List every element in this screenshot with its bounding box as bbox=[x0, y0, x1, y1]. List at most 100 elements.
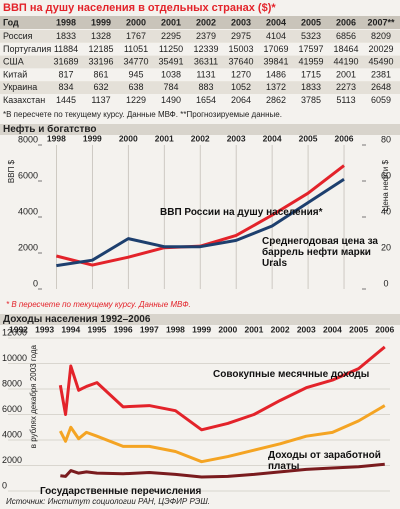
table-cell: 1490 bbox=[161, 95, 181, 105]
y-tick-label: 12000 bbox=[2, 327, 27, 337]
table-cell: 8209 bbox=[371, 31, 391, 41]
table-cell: 18464 bbox=[333, 44, 358, 54]
table-cell: 2862 bbox=[266, 95, 286, 105]
table-cell: 35491 bbox=[158, 57, 183, 67]
x-tick-label: 1998 bbox=[166, 324, 185, 334]
table-cell: 1038 bbox=[161, 69, 181, 79]
table-cell: Китай bbox=[3, 69, 27, 79]
x-tick-label: 2004 bbox=[323, 324, 342, 334]
section-header-bg bbox=[0, 314, 400, 325]
table-cell: 12339 bbox=[193, 44, 218, 54]
table-cell: 1229 bbox=[126, 95, 146, 105]
x-tick-label: 2002 bbox=[191, 133, 210, 143]
series-label: Среднегодовая цена за баррель нефти марк… bbox=[262, 236, 378, 269]
y2-tick-label: 0 bbox=[383, 278, 388, 288]
table-header-cell: 2000 bbox=[126, 17, 146, 27]
chart-note: * В пересчете по текущему курсу. Данные … bbox=[6, 300, 191, 309]
table-cell: 1654 bbox=[196, 95, 216, 105]
table-cell: 12185 bbox=[88, 44, 113, 54]
table-header-cell: 1999 bbox=[91, 17, 111, 27]
table-cell: 31689 bbox=[53, 57, 78, 67]
table-cell: Украина bbox=[3, 82, 37, 92]
title: ВВП на душу населения в отдельных страна… bbox=[3, 2, 276, 14]
table-cell: 41959 bbox=[298, 57, 323, 67]
table-cell: 4104 bbox=[266, 31, 286, 41]
series-label: Совокупные месячные доходы bbox=[213, 369, 370, 380]
y2-axis-label: Цена нефти $ bbox=[381, 159, 390, 211]
x-tick-label: 1996 bbox=[114, 324, 133, 334]
table-cell: 34770 bbox=[123, 57, 148, 67]
y-tick-label: 6000 bbox=[18, 170, 38, 180]
chart-note: Источник: Институт социологии РАН, ЦЭФИР… bbox=[6, 497, 210, 506]
y-axis-label: ВВП $ bbox=[7, 159, 16, 183]
section-header-bg bbox=[0, 124, 400, 135]
table-row-bg bbox=[0, 55, 400, 69]
x-tick-label: 2000 bbox=[218, 324, 237, 334]
x-tick-label: 2003 bbox=[227, 133, 246, 143]
table-cell: 883 bbox=[198, 82, 213, 92]
series-line bbox=[56, 177, 345, 268]
series-label: Государственные перечисления bbox=[40, 486, 202, 497]
table-cell: 1767 bbox=[126, 31, 146, 41]
table-cell: 11250 bbox=[159, 44, 183, 54]
table-cell: 784 bbox=[163, 82, 178, 92]
table-cell: 15003 bbox=[228, 44, 253, 54]
x-tick-label: 1993 bbox=[35, 324, 54, 334]
table-cell: 2975 bbox=[231, 31, 251, 41]
y-tick-label: 2000 bbox=[18, 242, 38, 252]
table-cell: 1715 bbox=[301, 69, 321, 79]
table-cell: 1486 bbox=[266, 69, 286, 79]
table-cell: 2064 bbox=[231, 95, 251, 105]
table-header-cell: 2001 bbox=[161, 17, 181, 27]
table-cell: 20029 bbox=[368, 44, 393, 54]
x-tick-label: 2001 bbox=[155, 133, 174, 143]
series-line bbox=[60, 462, 385, 479]
y-tick-label: 8000 bbox=[18, 134, 38, 144]
table-cell: 2648 bbox=[371, 82, 391, 92]
x-tick-label: 2001 bbox=[244, 324, 263, 334]
x-tick-label: 1997 bbox=[140, 324, 159, 334]
x-tick-label: 2004 bbox=[263, 133, 282, 143]
table-cell: 1328 bbox=[91, 31, 111, 41]
table-cell: 2295 bbox=[161, 31, 181, 41]
y2-tick-label: 40 bbox=[381, 206, 391, 216]
table-cell: 1833 bbox=[56, 31, 76, 41]
table-cell: 1372 bbox=[266, 82, 286, 92]
table-cell: 1052 bbox=[231, 82, 251, 92]
y-tick-label: 6000 bbox=[2, 404, 22, 414]
table-header-cell: 2006 bbox=[336, 17, 356, 27]
chart-title: Доходы населения 1992–2006 bbox=[3, 314, 151, 325]
x-tick-label: 2005 bbox=[349, 324, 368, 334]
table-cell: Россия bbox=[3, 31, 33, 41]
table-cell: 817 bbox=[58, 69, 73, 79]
y2-tick-label: 20 bbox=[381, 242, 391, 252]
table-cell: 44190 bbox=[333, 57, 358, 67]
table-cell: 861 bbox=[93, 69, 108, 79]
x-tick-label: 2005 bbox=[299, 133, 318, 143]
table-header-cell: 2005 bbox=[301, 17, 321, 27]
x-tick-label: 1998 bbox=[47, 133, 66, 143]
x-tick-label: 1999 bbox=[83, 133, 102, 143]
table-cell: 11884 bbox=[54, 44, 78, 54]
series-line bbox=[58, 404, 386, 464]
table-cell: 632 bbox=[93, 82, 108, 92]
table-cell: 37640 bbox=[228, 57, 253, 67]
table-cell: 638 bbox=[128, 82, 143, 92]
y-tick-label: 4000 bbox=[18, 206, 38, 216]
table-cell: 17597 bbox=[298, 44, 323, 54]
x-tick-label: 1999 bbox=[192, 324, 211, 334]
table-cell: 5113 bbox=[336, 95, 355, 105]
y-tick-label: 0 bbox=[33, 278, 38, 288]
y2-tick-label: 60 bbox=[381, 170, 391, 180]
y-tick-label: 4000 bbox=[2, 429, 22, 439]
table-note: *В пересчете по текущему курсу. Данные М… bbox=[3, 110, 282, 119]
table-cell: 6856 bbox=[336, 31, 356, 41]
table-row-bg bbox=[0, 42, 400, 56]
table-cell: 1833 bbox=[301, 82, 321, 92]
table-cell: 11051 bbox=[124, 44, 148, 54]
chart-title: Нефть и богатство bbox=[3, 123, 97, 135]
series-label: ВВП России на душу населения* bbox=[160, 207, 323, 218]
y-axis-label: в рублях декабря 2003 года bbox=[29, 344, 38, 448]
table-cell: 2379 bbox=[196, 31, 216, 41]
